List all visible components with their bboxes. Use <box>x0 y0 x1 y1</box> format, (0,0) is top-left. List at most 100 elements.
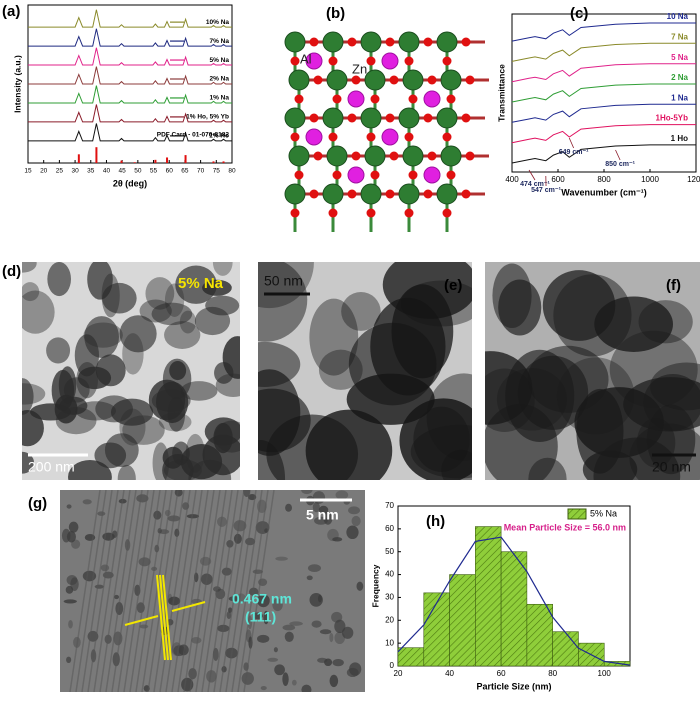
particle <box>309 299 358 376</box>
al-atom <box>399 32 419 52</box>
o-atom <box>466 152 475 161</box>
al-atom <box>437 108 457 128</box>
particle <box>301 486 312 494</box>
particle <box>285 504 292 512</box>
reference-bar <box>95 147 97 163</box>
panel-label: (h) <box>426 513 445 530</box>
micrograph <box>448 262 700 514</box>
al-atom <box>327 70 347 90</box>
legend-label: 2% Na <box>209 76 229 83</box>
annotation-arrow <box>569 138 573 148</box>
annotation: 649 cm⁻¹ <box>559 149 589 156</box>
zn-atom <box>424 91 440 107</box>
o-atom <box>447 95 456 104</box>
particle <box>336 490 349 499</box>
legend-label: 1 Na <box>671 93 688 102</box>
particle <box>87 259 113 300</box>
particle <box>356 582 363 591</box>
al-atom <box>437 184 457 204</box>
x-tick-label: 70 <box>197 168 205 175</box>
particle <box>242 672 254 685</box>
o-atom <box>295 171 304 180</box>
y-tick-label: 70 <box>385 501 394 510</box>
particle <box>97 511 105 515</box>
al-atom <box>289 70 309 90</box>
legend-label: 10 Na <box>667 12 689 21</box>
particle <box>67 504 72 508</box>
al-atom <box>285 108 305 128</box>
x-axis-label: Wavenumber (cm⁻¹) <box>561 187 646 197</box>
series-line <box>28 67 232 84</box>
particle <box>96 354 126 386</box>
histogram-bar <box>501 552 527 666</box>
x-tick-label: 55 <box>150 168 158 175</box>
al-atom <box>289 146 309 166</box>
panel-label: (c) <box>570 5 588 22</box>
o-atom <box>428 152 437 161</box>
particle <box>342 627 353 639</box>
series-line <box>512 43 696 61</box>
particle <box>543 270 615 341</box>
particle <box>180 381 217 401</box>
particle <box>215 421 250 453</box>
particle <box>75 401 116 420</box>
x-tick-label: 75 <box>213 168 221 175</box>
particle <box>275 557 288 561</box>
annotation: 850 cm⁻¹ <box>605 161 635 168</box>
zn-atom <box>348 167 364 183</box>
o-atom <box>443 209 452 218</box>
y-axis-label: Intensity (a.u.) <box>12 55 22 113</box>
particle <box>66 657 71 663</box>
particle <box>347 668 359 677</box>
panel-label: (d) <box>2 263 21 280</box>
particle <box>267 658 278 662</box>
o-atom <box>314 152 323 161</box>
y-tick-label: 10 <box>385 638 394 647</box>
o-atom <box>329 209 338 218</box>
al-atom <box>361 108 381 128</box>
particle <box>257 635 269 643</box>
series-line <box>512 84 696 102</box>
particle <box>274 664 285 675</box>
o-atom <box>314 76 323 85</box>
o-atom <box>405 133 414 142</box>
particle <box>309 593 322 607</box>
panel-label: (g) <box>28 495 47 512</box>
particle <box>308 564 321 572</box>
y-tick-label: 40 <box>385 570 394 579</box>
particle <box>76 362 98 398</box>
particle <box>392 284 454 378</box>
x-tick-label: 20 <box>394 669 403 678</box>
particle <box>497 368 567 430</box>
particle <box>83 499 92 504</box>
o-atom <box>310 190 319 199</box>
particle <box>140 300 172 323</box>
particle <box>346 526 358 540</box>
particle <box>162 454 193 486</box>
series-line <box>28 48 232 65</box>
particle <box>313 491 325 504</box>
particle <box>64 599 77 603</box>
particle <box>164 321 200 349</box>
particle <box>95 585 104 589</box>
y-axis-label: Frequency <box>370 564 380 607</box>
d-spacing: 0.467 nm <box>232 591 292 607</box>
reference-bar <box>134 162 136 163</box>
particle <box>593 437 680 514</box>
histogram-bar <box>527 604 553 666</box>
o-atom <box>390 152 399 161</box>
al-atom <box>323 108 343 128</box>
x-tick-label: 25 <box>56 168 64 175</box>
particle <box>140 624 149 628</box>
annotation-arrow <box>616 150 621 160</box>
particle <box>320 629 331 634</box>
o-atom <box>462 114 471 123</box>
particle <box>352 516 361 526</box>
y-tick-label: 60 <box>385 524 394 533</box>
atom-label: Zn <box>352 61 367 76</box>
particle <box>223 336 253 379</box>
al-atom <box>441 146 461 166</box>
atom-label: Al <box>300 51 312 66</box>
panel-label: (e) <box>444 277 462 294</box>
x-tick-label: 1000 <box>641 175 659 184</box>
